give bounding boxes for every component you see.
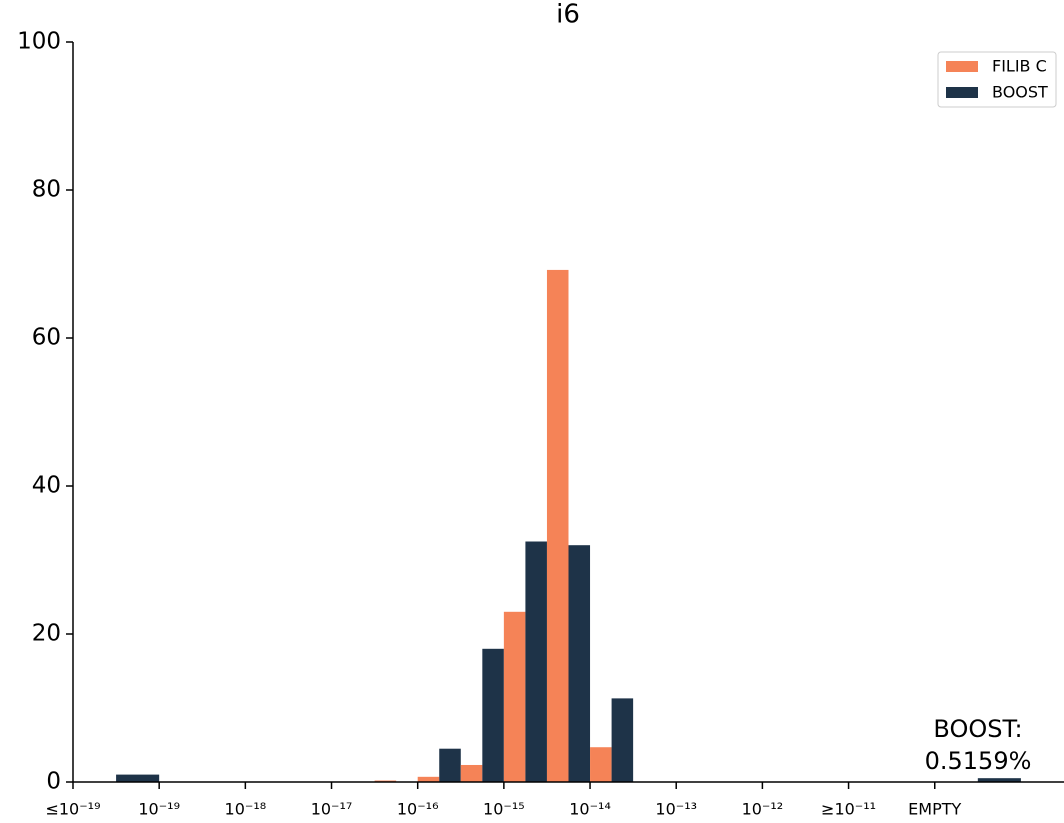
x-tick-label: 10⁻¹⁶ bbox=[397, 800, 439, 819]
y-tick-label: 0 bbox=[46, 769, 61, 795]
legend-label: FILIB C bbox=[992, 57, 1047, 76]
bar bbox=[546, 269, 569, 782]
annotation: 0.5159% bbox=[925, 747, 1032, 775]
bar bbox=[439, 748, 461, 782]
x-tick-label: 10⁻¹³ bbox=[655, 800, 697, 819]
legend-swatch bbox=[946, 61, 978, 72]
x-tick-label: 10⁻¹⁵ bbox=[483, 800, 525, 819]
bar bbox=[482, 648, 504, 782]
x-tick-label: 10⁻¹⁴ bbox=[569, 800, 611, 819]
y-tick-label: 40 bbox=[32, 473, 61, 499]
y-tick-label: 80 bbox=[32, 177, 61, 203]
bar bbox=[568, 545, 591, 782]
bar bbox=[460, 764, 483, 782]
y-tick-label: 60 bbox=[32, 325, 61, 351]
legend-label: BOOST bbox=[992, 83, 1048, 102]
legend: FILIB C BOOST bbox=[937, 51, 1057, 108]
x-tick-label: ≤10⁻¹⁹ bbox=[45, 800, 100, 819]
bar bbox=[590, 747, 612, 782]
y-tick-label: 20 bbox=[32, 621, 61, 647]
x-tick-label: 10⁻¹⁸ bbox=[225, 800, 267, 819]
chart-title: i6 bbox=[556, 0, 580, 30]
x-tick-label: 10⁻¹⁹ bbox=[138, 800, 180, 819]
x-tick-label: 10⁻¹⁷ bbox=[311, 800, 353, 819]
bar bbox=[116, 774, 160, 782]
x-tick-label: EMPTY bbox=[908, 800, 961, 819]
x-tick-label: 10⁻¹² bbox=[742, 800, 784, 819]
bar bbox=[977, 778, 1021, 782]
bar bbox=[525, 541, 547, 782]
legend-swatch bbox=[946, 87, 978, 98]
bar bbox=[611, 698, 634, 782]
x-tick-label: ≥10⁻¹¹ bbox=[821, 800, 876, 819]
annotation: BOOST: bbox=[933, 715, 1022, 743]
bar bbox=[417, 776, 440, 782]
y-tick-label: 100 bbox=[17, 29, 61, 55]
bar bbox=[503, 611, 526, 782]
